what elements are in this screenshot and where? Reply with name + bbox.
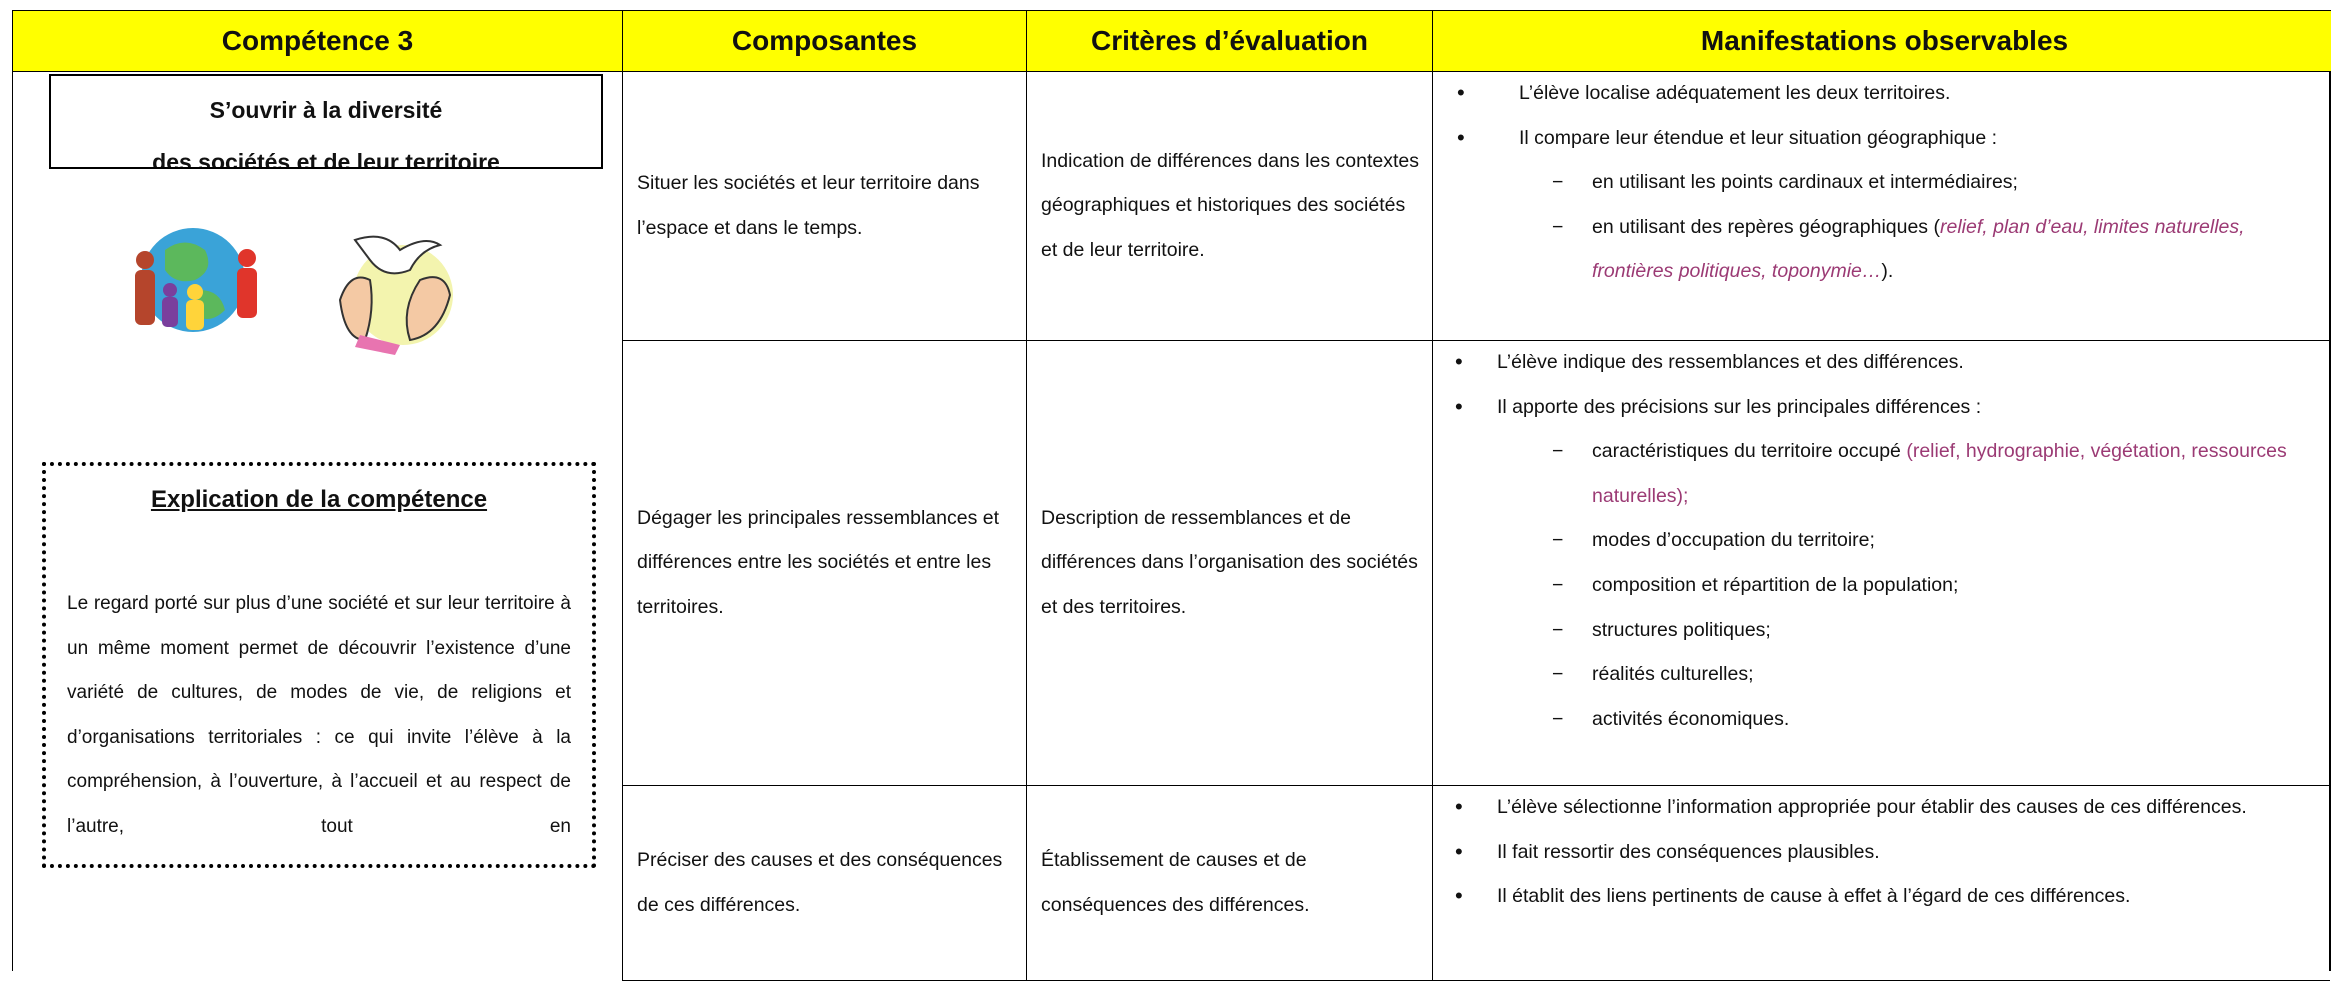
bullet-item: Il apporte des précisions sur les princi… <box>1433 385 2320 430</box>
text-segment: caractéristiques du territoire occupé <box>1592 440 1907 463</box>
composante-cell: Situer les sociétés et leur territoire d… <box>622 71 1027 341</box>
sub-item: en utilisant les points cardinaux et int… <box>1433 160 2320 205</box>
text-segment: ). <box>1881 260 1894 283</box>
header-cell: Compétence 3 <box>12 10 623 72</box>
text-segment: Il établit des liens pertinents de cause… <box>1497 885 2131 908</box>
bullet-item: Il compare leur étendue et leur situatio… <box>1433 116 2320 161</box>
composante-text: Situer les sociétés et leur territoire d… <box>637 171 980 239</box>
explanation-box: Explication de la compétence Le regard p… <box>42 462 596 868</box>
header-cell: Critères d’évaluation <box>1026 10 1433 72</box>
text-segment: Il fait ressortir des conséquences plaus… <box>1497 840 1880 863</box>
critere-cell: Indication de différences dans les conte… <box>1026 71 1433 341</box>
bullet-item: L’élève indique des ressemblances et des… <box>1433 340 2320 385</box>
title-line: des sociétés et de leur territoire <box>152 149 500 169</box>
text-segment: activités économiques. <box>1592 707 1790 730</box>
critere-text: Indication de différences dans les conte… <box>1041 149 1419 261</box>
composante-text: Dégager les principales ressemblances et… <box>637 506 1000 618</box>
bullet-item: Il établit des liens pertinents de cause… <box>1433 874 2320 919</box>
manifestations-cell: L’élève sélectionne l’information approp… <box>1432 785 2330 981</box>
page: Compétence 3 Composantes Critères d’éval… <box>0 0 2331 959</box>
critere-cell: Description de ressemblances et de diffé… <box>1026 340 1433 786</box>
manifestations-cell: L’élève localise adéquatement les deux t… <box>1432 71 2330 341</box>
title-line: S’ouvrir à la diversité <box>209 97 443 123</box>
text-segment: réalités culturelles; <box>1592 663 1754 686</box>
text-segment: L’élève sélectionne l’information approp… <box>1497 796 2247 818</box>
sub-item: réalités culturelles; <box>1433 652 2320 697</box>
text-segment: relief, plan d’eau, limites naturelles, … <box>1592 215 2245 283</box>
bullet-item: L’élève sélectionne l’information approp… <box>1433 785 2320 830</box>
bullet-item: L’élève localise adéquatement les deux t… <box>1433 71 2320 116</box>
text-segment: (relief, hydrographie, végétation, resso… <box>1592 440 2287 507</box>
header-cell: Manifestations observables <box>1432 10 2331 72</box>
text-segment: en utilisant les points cardinaux et int… <box>1592 171 2018 194</box>
text-segment: Il apporte des précisions sur les princi… <box>1497 395 1982 418</box>
sub-item: composition et répartition de la populat… <box>1433 563 2320 608</box>
sub-item: caractéristiques du territoire occupé (r… <box>1433 429 2320 518</box>
text-segment: composition et répartition de la populat… <box>1592 573 1959 596</box>
critere-cell: Établissement de causes et de conséquenc… <box>1026 785 1433 981</box>
sub-item: en utilisant des repères géographiques (… <box>1433 205 2320 294</box>
text-segment: Il compare leur étendue et leur situatio… <box>1519 126 1998 149</box>
manifestations-cell: L’élève indique des ressemblances et des… <box>1432 340 2330 786</box>
left-column <box>12 71 623 971</box>
composante-text: Préciser des causes et des conséquences … <box>637 848 1003 916</box>
text-segment: structures politiques; <box>1592 618 1771 641</box>
sub-item: modes d’occupation du territoire; <box>1433 518 2320 563</box>
header-cell: Composantes <box>622 10 1027 72</box>
explanation-title: Explication de la compétence <box>150 486 488 513</box>
critere-text: Description de ressemblances et de diffé… <box>1041 506 1418 618</box>
sub-item: structures politiques; <box>1433 608 2320 653</box>
composante-cell: Dégager les principales ressemblances et… <box>622 340 1027 786</box>
critere-text: Établissement de causes et de conséquenc… <box>1041 848 1310 916</box>
competence-title-box: S’ouvrir à la diversité des sociétés et d… <box>49 74 603 169</box>
text-segment: L’élève indique des ressemblances et des… <box>1497 351 1964 373</box>
sub-item: activités économiques. <box>1433 697 2320 742</box>
text-segment: modes d’occupation du territoire; <box>1592 529 1875 552</box>
text-segment: L’élève localise adéquatement les deux t… <box>1519 82 1951 104</box>
text-segment: en utilisant des repères géographiques ( <box>1592 215 1940 238</box>
clipart <box>135 228 453 355</box>
composante-cell: Préciser des causes et des conséquences … <box>622 785 1027 981</box>
bullet-item: Il fait ressortir des conséquences plaus… <box>1433 830 2320 875</box>
right-border <box>2329 71 2331 971</box>
explanation-text: Le regard porté sur plus d’une société e… <box>67 593 571 837</box>
